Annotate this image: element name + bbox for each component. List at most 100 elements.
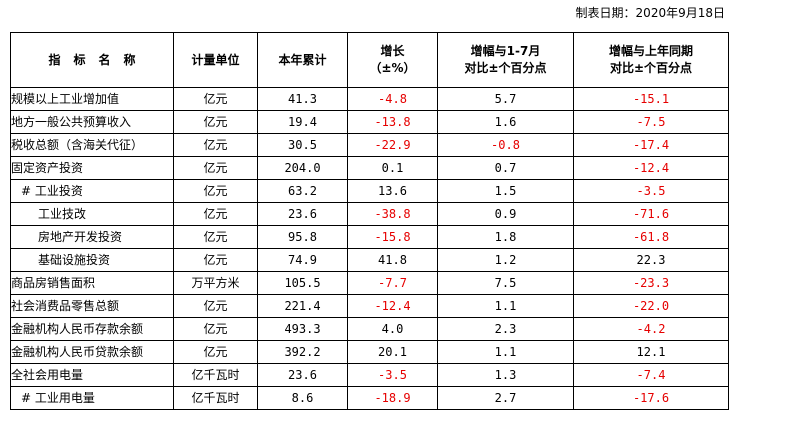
header-vs-last-year-line2: 对比±个百分点 — [609, 61, 693, 75]
table-row: 社会消费品零售总额 亿元 221.4 -12.4 1.1 -22.0 — [10, 294, 729, 318]
table-body: 规模以上工业增加值 亿元 41.3 -4.8 5.7 -15.1 地方一般公共预… — [10, 87, 729, 410]
row-unit: 亿元 — [173, 294, 258, 318]
row-growth: -38.8 — [347, 202, 438, 226]
table-row: # 工业投资 亿元 63.2 13.6 1.5 -3.5 — [10, 179, 729, 203]
row-growth: -18.9 — [347, 386, 438, 410]
header-growth-line2: （±%） — [369, 61, 416, 75]
row-cumulative: 41.3 — [257, 87, 348, 111]
table-row: 固定资产投资 亿元 204.0 0.1 0.7 -12.4 — [10, 156, 729, 180]
header-indicator: 指标名称 — [10, 32, 174, 88]
row-growth: 41.8 — [347, 248, 438, 272]
row-growth: 4.0 — [347, 317, 438, 341]
row-unit: 亿元 — [173, 133, 258, 157]
row-growth: -7.7 — [347, 271, 438, 295]
row-vs-jan-jul: 1.1 — [437, 294, 574, 318]
header-vs-last-year-line1: 增幅与上年同期 — [608, 44, 693, 58]
row-name: 工业技改 — [10, 202, 174, 226]
table-row: 规模以上工业增加值 亿元 41.3 -4.8 5.7 -15.1 — [10, 87, 729, 111]
table-header: 指标名称 计量单位 本年累计 增长 （±%） 增幅与1-7月 对比±个百分点 增… — [10, 32, 729, 88]
table-row: 税收总额（含海关代征） 亿元 30.5 -22.9 -0.8 -17.4 — [10, 133, 729, 157]
table-row: 金融机构人民币存款余额 亿元 493.3 4.0 2.3 -4.2 — [10, 317, 729, 341]
row-vs-jan-jul: 0.7 — [437, 156, 574, 180]
row-vs-last-year: -7.4 — [573, 363, 729, 387]
row-unit: 亿元 — [173, 248, 258, 272]
header-row: 指标名称 计量单位 本年累计 增长 （±%） 增幅与1-7月 对比±个百分点 增… — [10, 32, 729, 88]
row-vs-last-year: -61.8 — [573, 225, 729, 249]
table-row: 基础设施投资 亿元 74.9 41.8 1.2 22.3 — [10, 248, 729, 272]
table-row: 房地产开发投资 亿元 95.8 -15.8 1.8 -61.8 — [10, 225, 729, 249]
row-vs-jan-jul: -0.8 — [437, 133, 574, 157]
row-vs-last-year: -15.1 — [573, 87, 729, 111]
row-unit: 亿元 — [173, 87, 258, 111]
row-name: 全社会用电量 — [10, 363, 174, 387]
row-growth: -4.8 — [347, 87, 438, 111]
row-vs-last-year: -7.5 — [573, 110, 729, 134]
row-vs-jan-jul: 0.9 — [437, 202, 574, 226]
row-vs-last-year: -4.2 — [573, 317, 729, 341]
row-unit: 亿千瓦时 — [173, 363, 258, 387]
row-name: 金融机构人民币贷款余额 — [10, 340, 174, 364]
row-vs-last-year: -3.5 — [573, 179, 729, 203]
row-cumulative: 74.9 — [257, 248, 348, 272]
row-cumulative: 221.4 — [257, 294, 348, 318]
row-growth: -3.5 — [347, 363, 438, 387]
table-row: 商品房销售面积 万平方米 105.5 -7.7 7.5 -23.3 — [10, 271, 729, 295]
table-row: 全社会用电量 亿千瓦时 23.6 -3.5 1.3 -7.4 — [10, 363, 729, 387]
row-name: 税收总额（含海关代征） — [10, 133, 174, 157]
row-vs-jan-jul: 1.2 — [437, 248, 574, 272]
row-vs-last-year: -23.3 — [573, 271, 729, 295]
row-cumulative: 8.6 — [257, 386, 348, 410]
row-growth: 13.6 — [347, 179, 438, 203]
row-vs-last-year: -12.4 — [573, 156, 729, 180]
row-growth: -12.4 — [347, 294, 438, 318]
report-date: 制表日期：2020年9月18日 — [575, 6, 725, 20]
row-name: 固定资产投资 — [10, 156, 174, 180]
row-vs-last-year: -71.6 — [573, 202, 729, 226]
header-vs-jan-jul-line2: 对比±个百分点 — [464, 61, 547, 75]
row-cumulative: 19.4 — [257, 110, 348, 134]
row-name: 房地产开发投资 — [10, 225, 174, 249]
row-unit: 亿元 — [173, 156, 258, 180]
row-growth: -22.9 — [347, 133, 438, 157]
row-cumulative: 105.5 — [257, 271, 348, 295]
table-row: 金融机构人民币贷款余额 亿元 392.2 20.1 1.1 12.1 — [10, 340, 729, 364]
row-vs-jan-jul: 1.1 — [437, 340, 574, 364]
header-unit: 计量单位 — [173, 32, 258, 88]
row-unit: 亿千瓦时 — [173, 386, 258, 410]
row-cumulative: 493.3 — [257, 317, 348, 341]
row-unit: 亿元 — [173, 340, 258, 364]
row-growth: 0.1 — [347, 156, 438, 180]
row-cumulative: 23.6 — [257, 202, 348, 226]
row-vs-jan-jul: 1.8 — [437, 225, 574, 249]
row-growth: -15.8 — [347, 225, 438, 249]
row-unit: 万平方米 — [173, 271, 258, 295]
row-cumulative: 392.2 — [257, 340, 348, 364]
row-vs-last-year: 22.3 — [573, 248, 729, 272]
row-name: 社会消费品零售总额 — [10, 294, 174, 318]
row-growth: 20.1 — [347, 340, 438, 364]
row-vs-jan-jul: 1.3 — [437, 363, 574, 387]
header-cumulative: 本年累计 — [257, 32, 348, 88]
row-unit: 亿元 — [173, 317, 258, 341]
row-name: # 工业用电量 — [10, 386, 174, 410]
statistics-table: 指标名称 计量单位 本年累计 增长 （±%） 增幅与1-7月 对比±个百分点 增… — [10, 32, 729, 410]
row-cumulative: 30.5 — [257, 133, 348, 157]
row-name: 规模以上工业增加值 — [10, 87, 174, 111]
header-vs-jan-jul: 增幅与1-7月 对比±个百分点 — [437, 32, 574, 88]
row-name: 基础设施投资 — [10, 248, 174, 272]
row-vs-jan-jul: 1.6 — [437, 110, 574, 134]
row-cumulative: 204.0 — [257, 156, 348, 180]
row-vs-jan-jul: 2.7 — [437, 386, 574, 410]
table-row: 工业技改 亿元 23.6 -38.8 0.9 -71.6 — [10, 202, 729, 226]
row-growth: -13.8 — [347, 110, 438, 134]
header-growth: 增长 （±%） — [347, 32, 438, 88]
row-cumulative: 23.6 — [257, 363, 348, 387]
table-row: 地方一般公共预算收入 亿元 19.4 -13.8 1.6 -7.5 — [10, 110, 729, 134]
row-vs-last-year: 12.1 — [573, 340, 729, 364]
row-unit: 亿元 — [173, 225, 258, 249]
row-name: 商品房销售面积 — [10, 271, 174, 295]
row-vs-jan-jul: 7.5 — [437, 271, 574, 295]
row-name: 金融机构人民币存款余额 — [10, 317, 174, 341]
row-vs-jan-jul: 5.7 — [437, 87, 574, 111]
header-vs-jan-jul-line1: 增幅与1-7月 — [470, 44, 541, 58]
